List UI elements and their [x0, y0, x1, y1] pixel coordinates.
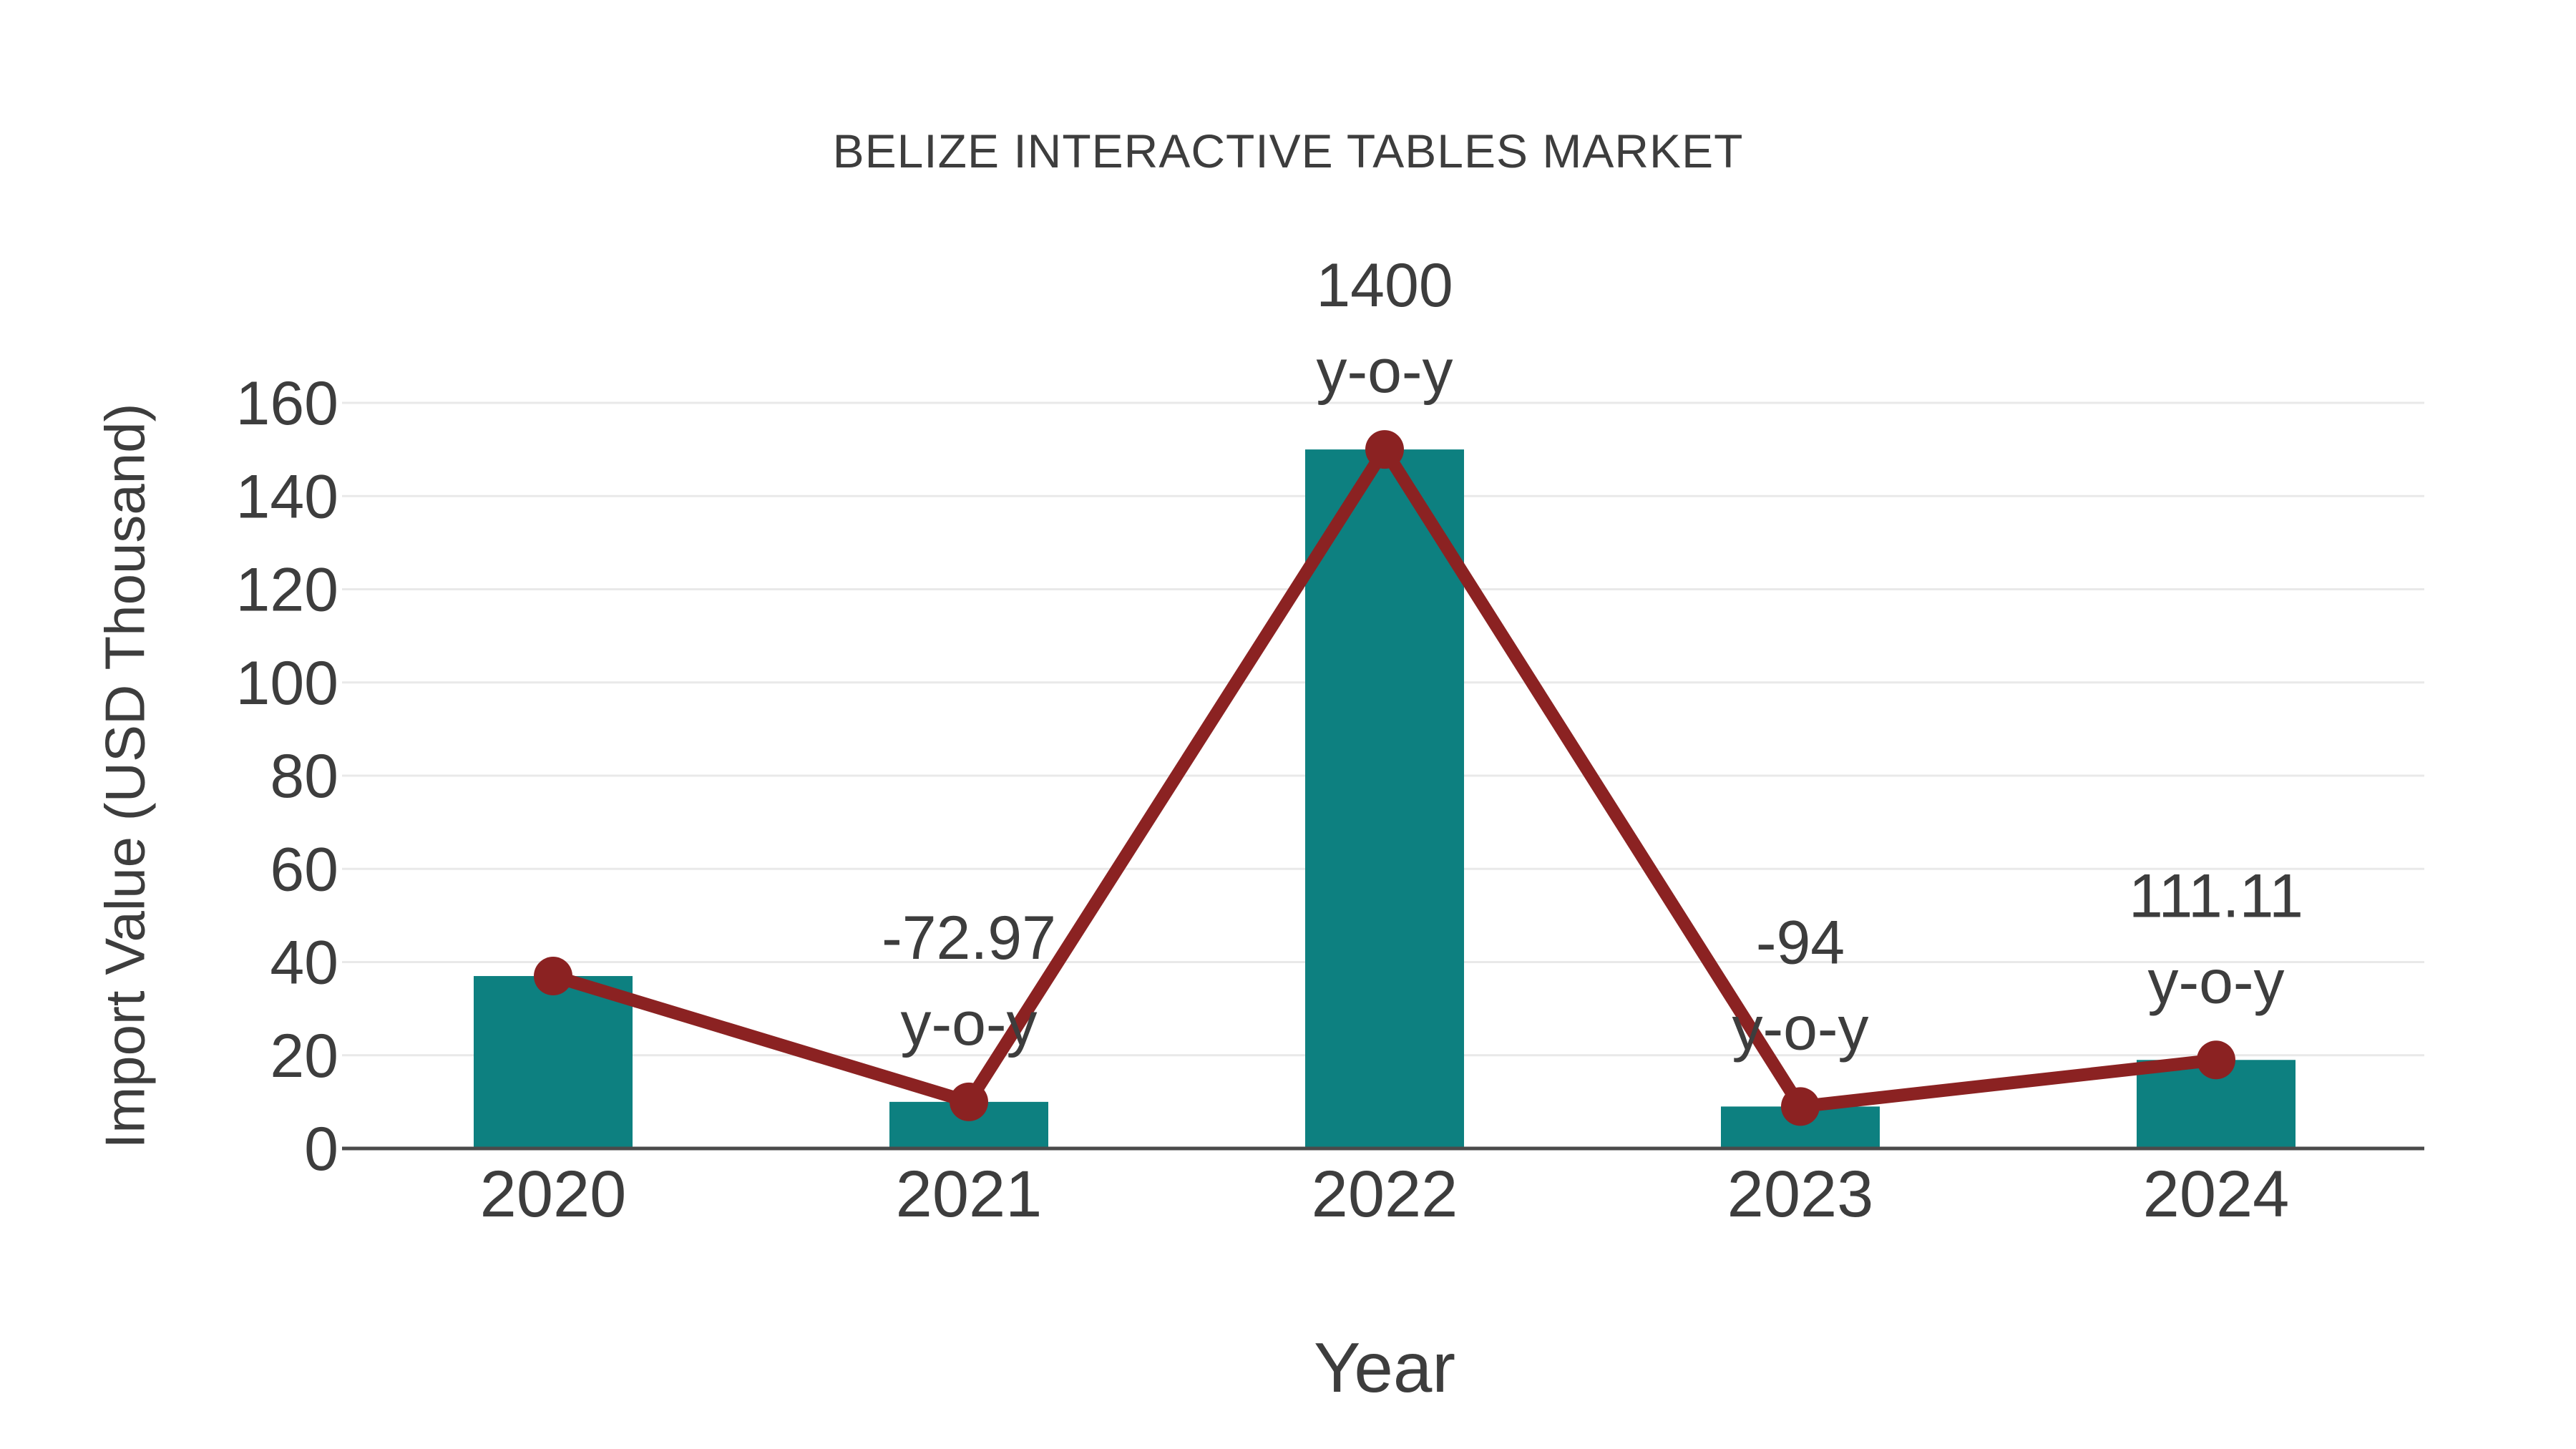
marker-2024 [2197, 1040, 2235, 1080]
marker-2023 [1781, 1087, 1820, 1126]
x-tick-label-2021: 2021 [896, 1158, 1043, 1231]
y-tick-label-160: 160 [236, 369, 339, 438]
bar-2020 [474, 976, 633, 1148]
y-tick-label-80: 80 [270, 742, 338, 811]
annotation-label-2024: y-o-y [2147, 947, 2284, 1016]
y-tick-label-140: 140 [236, 462, 339, 531]
annotation-value-2022: 1400 [1316, 251, 1453, 320]
bar-2022 [1305, 449, 1464, 1148]
x-tick-label-2024: 2024 [2143, 1158, 2290, 1231]
chart-title: BELIZE INTERACTIVE TABLES MARKET [832, 125, 1744, 177]
x-tick-label-2023: 2023 [1727, 1158, 1874, 1231]
y-tick-label-100: 100 [236, 649, 339, 718]
annotation-label-2021: y-o-y [900, 990, 1037, 1058]
x-tick-label-2020: 2020 [480, 1158, 627, 1231]
marker-2022 [1365, 430, 1404, 469]
annotation-value-2023: -94 [1756, 908, 1845, 977]
x-tick-label-2022: 2022 [1312, 1158, 1458, 1231]
annotation-value-2021: -72.97 [882, 904, 1056, 972]
y-tick-label-120: 120 [236, 556, 339, 625]
y-tick-label-40: 40 [270, 929, 338, 997]
marker-2021 [950, 1082, 988, 1121]
annotation-label-2022: y-o-y [1316, 337, 1453, 406]
marker-2020 [534, 957, 572, 996]
y-tick-label-60: 60 [270, 835, 338, 904]
x-axis-title: Year [1313, 1328, 1455, 1407]
y-tick-label-20: 20 [270, 1022, 338, 1091]
y-tick-label-0: 0 [304, 1115, 338, 1184]
annotation-label-2023: y-o-y [1732, 994, 1868, 1063]
annotation-value-2024: 111.11 [2129, 862, 2303, 930]
